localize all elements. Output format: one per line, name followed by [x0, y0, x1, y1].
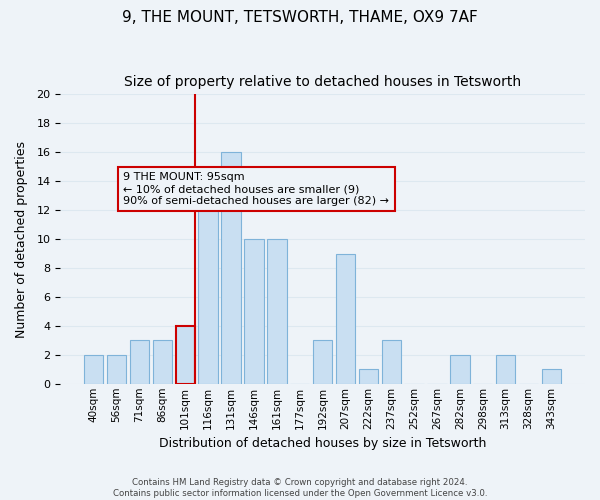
- Bar: [199, 196, 218, 384]
- Bar: [152, 340, 172, 384]
- Text: 9, THE MOUNT, TETSWORTH, THAME, OX9 7AF: 9, THE MOUNT, TETSWORTH, THAME, OX9 7AF: [122, 10, 478, 25]
- Bar: [313, 340, 332, 384]
- Text: 9 THE MOUNT: 95sqm
← 10% of detached houses are smaller (9)
90% of semi-detached: 9 THE MOUNT: 95sqm ← 10% of detached hou…: [123, 172, 389, 206]
- Bar: [359, 370, 378, 384]
- Bar: [542, 370, 561, 384]
- Bar: [267, 239, 287, 384]
- Y-axis label: Number of detached properties: Number of detached properties: [15, 140, 28, 338]
- Bar: [382, 340, 401, 384]
- Bar: [450, 355, 470, 384]
- X-axis label: Distribution of detached houses by size in Tetsworth: Distribution of detached houses by size …: [159, 437, 486, 450]
- Bar: [336, 254, 355, 384]
- Bar: [84, 355, 103, 384]
- Bar: [221, 152, 241, 384]
- Text: Contains HM Land Registry data © Crown copyright and database right 2024.
Contai: Contains HM Land Registry data © Crown c…: [113, 478, 487, 498]
- Title: Size of property relative to detached houses in Tetsworth: Size of property relative to detached ho…: [124, 75, 521, 89]
- Bar: [130, 340, 149, 384]
- Bar: [244, 239, 263, 384]
- Bar: [176, 326, 195, 384]
- Bar: [496, 355, 515, 384]
- Bar: [107, 355, 127, 384]
